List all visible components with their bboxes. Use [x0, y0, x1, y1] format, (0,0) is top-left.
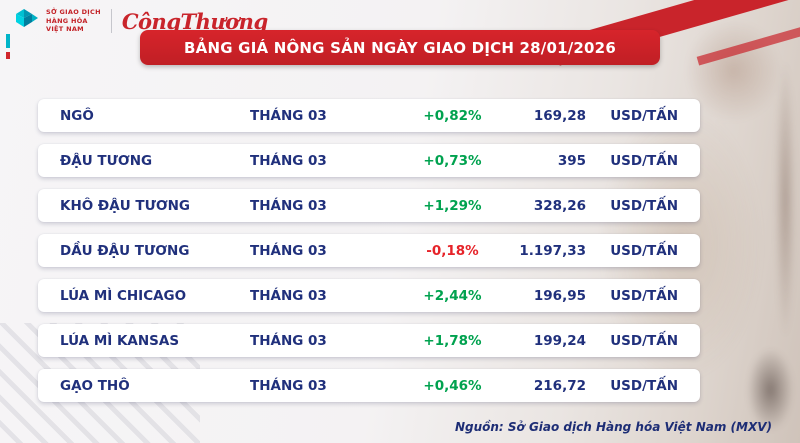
contract-month: THÁNG 03: [250, 107, 327, 124]
contract-month: THÁNG 03: [250, 377, 327, 394]
contract-month: THÁNG 03: [250, 197, 327, 214]
mxv-logo-text: SỞ GIAO DỊCH HÀNG HÓA VIỆT NAM: [46, 8, 101, 34]
contract-month: THÁNG 03: [250, 287, 327, 304]
price-unit: USD/TẤN: [610, 107, 678, 124]
price-unit: USD/TẤN: [610, 332, 678, 349]
commodity-name: NGÔ: [60, 107, 94, 124]
change-percent: +1,29%: [423, 197, 482, 214]
price-value: 216,72: [533, 377, 586, 394]
change-percent: -0,18%: [426, 242, 479, 259]
price-value: 196,95: [533, 287, 586, 304]
logo-divider: [110, 9, 112, 33]
table-row: NGÔ THÁNG 03 +0,82% 169,28 USD/TẤN: [38, 99, 700, 132]
commodity-name: ĐẬU TƯƠNG: [60, 152, 153, 169]
contract-month: THÁNG 03: [250, 152, 327, 169]
price-table: NGÔ THÁNG 03 +0,82% 169,28 USD/TẤN ĐẬU T…: [38, 99, 700, 402]
change-percent: +0,46%: [423, 377, 482, 394]
commodity-name: DẦU ĐẬU TƯƠNG: [60, 242, 190, 259]
commodity-name: KHÔ ĐẬU TƯƠNG: [60, 197, 191, 214]
price-unit: USD/TẤN: [610, 287, 678, 304]
price-value: 1.197,33: [519, 242, 586, 259]
contract-month: THÁNG 03: [250, 332, 327, 349]
table-row: LÚA MÌ CHICAGO THÁNG 03 +2,44% 196,95 US…: [38, 279, 700, 312]
change-percent: +1,78%: [423, 332, 482, 349]
decorative-teal-mark: [6, 34, 10, 48]
change-percent: +0,82%: [423, 107, 482, 124]
price-unit: USD/TẤN: [610, 377, 678, 394]
commodity-name: LÚA MÌ CHICAGO: [60, 287, 187, 304]
mxv-diamond-icon: [14, 7, 40, 35]
commodity-name: GẠO THÔ: [60, 377, 130, 394]
table-row: ĐẬU TƯƠNG THÁNG 03 +0,73% 395 USD/TẤN: [38, 144, 700, 177]
price-value: 199,24: [533, 332, 586, 349]
price-unit: USD/TẤN: [610, 242, 678, 259]
table-row: LÚA MÌ KANSAS THÁNG 03 +1,78% 199,24 USD…: [38, 324, 700, 357]
price-value: 395: [557, 152, 586, 169]
source-note: Nguồn: Sở Giao dịch Hàng hóa Việt Nam (M…: [454, 420, 772, 434]
congthuong-logo: CôngThương: [121, 8, 268, 34]
table-row: KHÔ ĐẬU TƯƠNG THÁNG 03 +1,29% 328,26 USD…: [38, 189, 700, 222]
header-logos: SỞ GIAO DỊCH HÀNG HÓA VIỆT NAM CôngThươn…: [14, 5, 268, 37]
decorative-red-mark: [6, 52, 10, 59]
mxv-logo: SỞ GIAO DỊCH HÀNG HÓA VIỆT NAM: [14, 7, 101, 35]
change-percent: +0,73%: [423, 152, 482, 169]
change-percent: +2,44%: [423, 287, 482, 304]
price-unit: USD/TẤN: [610, 197, 678, 214]
price-value: 169,28: [533, 107, 586, 124]
price-value: 328,26: [533, 197, 586, 214]
table-row: DẦU ĐẬU TƯƠNG THÁNG 03 -0,18% 1.197,33 U…: [38, 234, 700, 267]
price-unit: USD/TẤN: [610, 152, 678, 169]
commodity-name: LÚA MÌ KANSAS: [60, 332, 180, 349]
page-title: BẢNG GIÁ NÔNG SẢN NGÀY GIAO DỊCH 28/01/2…: [140, 30, 660, 65]
table-row: GẠO THÔ THÁNG 03 +0,46% 216,72 USD/TẤN: [38, 369, 700, 402]
contract-month: THÁNG 03: [250, 242, 327, 259]
